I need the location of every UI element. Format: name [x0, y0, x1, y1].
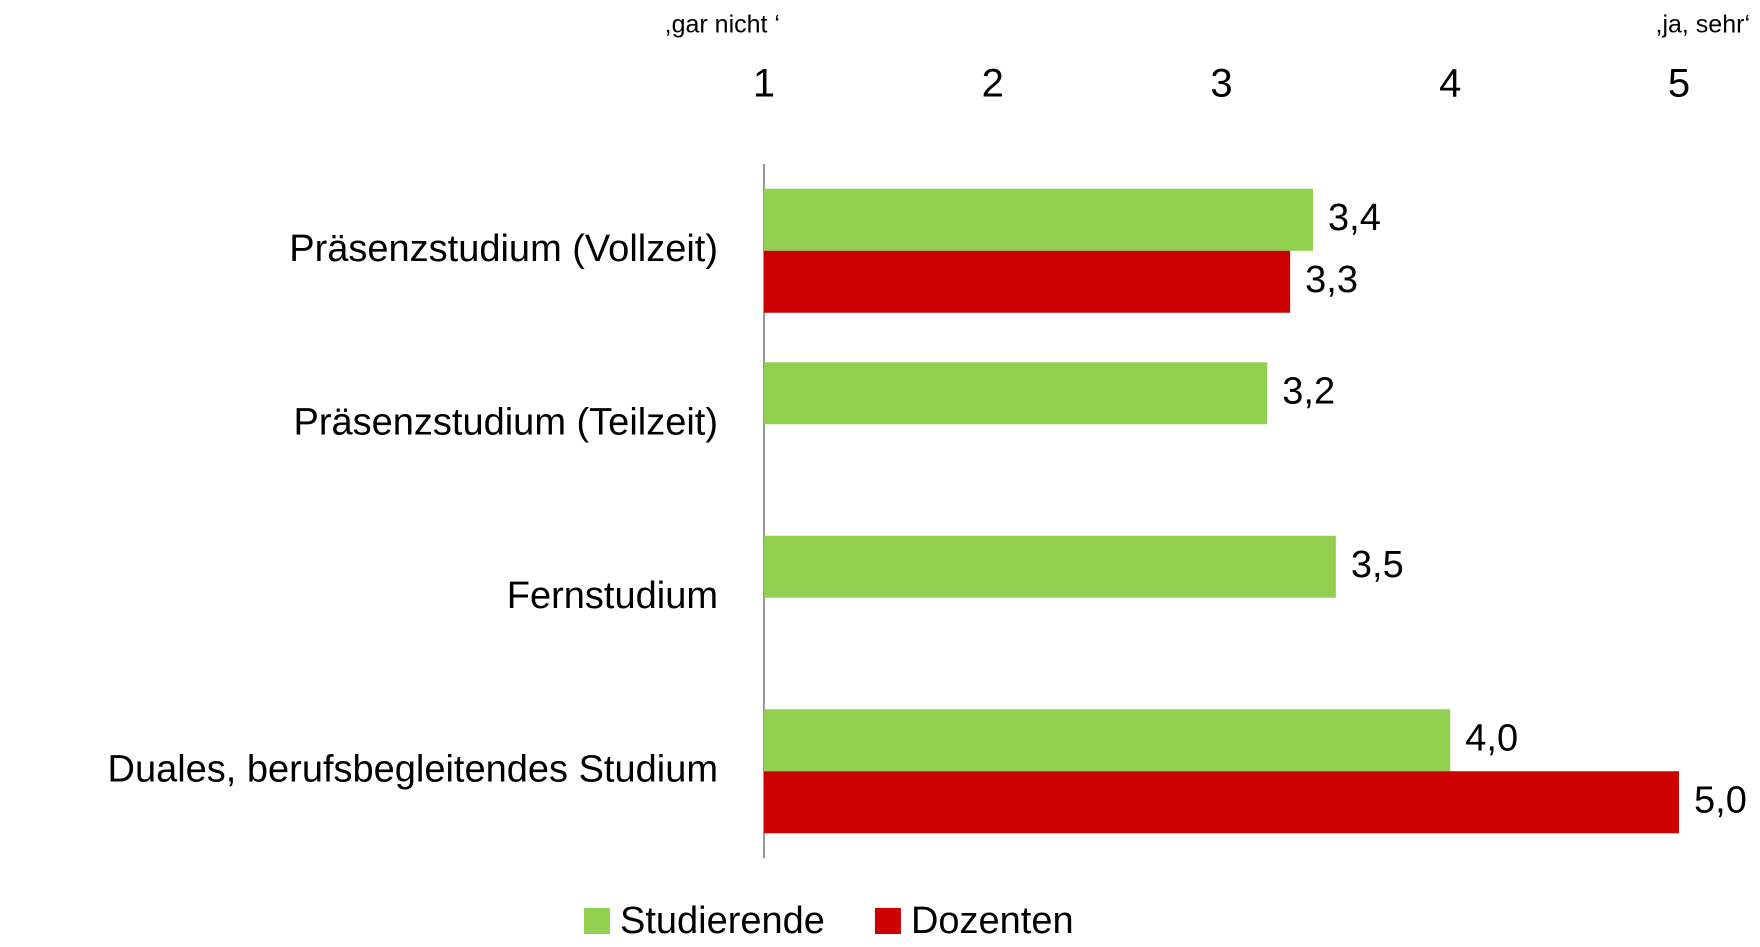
x-tick-label: 2: [982, 62, 1004, 106]
legend-label: Dozenten: [911, 900, 1074, 942]
bar: [764, 535, 1336, 598]
data-label: 5,0: [1694, 779, 1747, 821]
x-tick-label: 5: [1668, 62, 1690, 106]
annotation: ,ja, sehr‘: [1656, 11, 1750, 39]
data-label: 4,0: [1465, 717, 1518, 759]
legend-label: Studierende: [620, 900, 825, 942]
data-label: 3,2: [1282, 370, 1335, 412]
bar: [764, 188, 1313, 251]
bar: [764, 362, 1268, 425]
bar: [764, 250, 1291, 313]
x-tick-label: 3: [1210, 62, 1232, 106]
y-tick-label: Präsenzstudium (Vollzeit): [289, 228, 718, 270]
legend-swatch: [874, 908, 901, 934]
bar: [764, 709, 1451, 772]
y-tick-label: Präsenzstudium (Teilzeit): [294, 401, 718, 443]
y-tick-label: Fernstudium: [507, 575, 718, 617]
x-tick-label: 1: [753, 62, 775, 106]
x-tick-label: 4: [1439, 62, 1461, 106]
y-tick-label: Duales, berufsbegleitendes Studium: [108, 748, 719, 790]
annotation: ,gar nicht ‘: [665, 11, 780, 39]
legend-swatch: [584, 908, 610, 934]
data-label: 3,3: [1305, 259, 1358, 301]
data-label: 3,4: [1328, 197, 1381, 239]
data-label: 3,5: [1351, 544, 1404, 586]
bar: [764, 771, 1679, 834]
